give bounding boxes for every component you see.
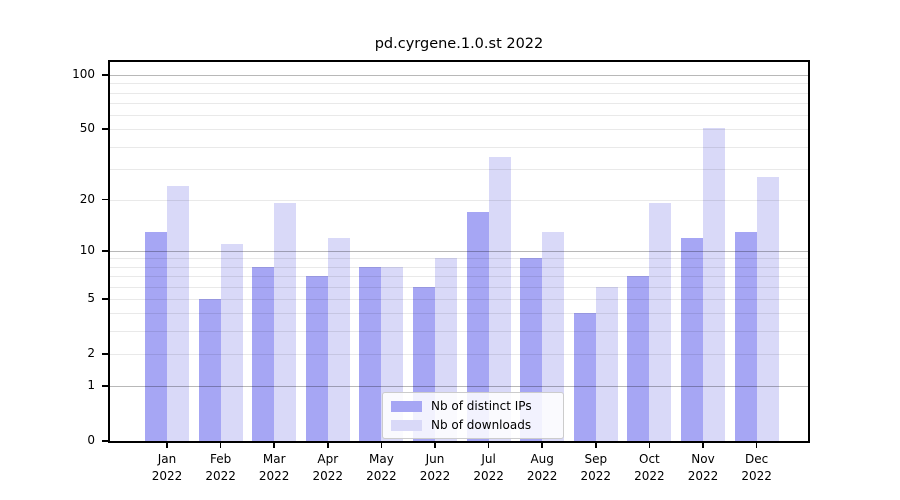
x-tick-mark bbox=[166, 443, 168, 448]
legend-swatch-downloads-icon bbox=[391, 419, 422, 431]
bar-downloads-feb bbox=[220, 243, 243, 441]
y-tick-mark bbox=[102, 298, 108, 300]
y-tick-label: 1 bbox=[87, 378, 95, 393]
bar-downloads-jan bbox=[167, 185, 189, 441]
y-tick-label: 5 bbox=[87, 290, 95, 305]
bar-downloads-aug bbox=[542, 231, 565, 441]
x-tick-label: Sep 2022 bbox=[580, 452, 612, 483]
bar-downloads-apr bbox=[327, 237, 350, 441]
bar-downloads-jul bbox=[488, 156, 511, 441]
x-tick-mark bbox=[219, 443, 222, 448]
x-tick-label: Oct 2022 bbox=[634, 452, 665, 483]
x-tick-label: May 2022 bbox=[366, 452, 397, 483]
y-tick-mark bbox=[102, 385, 108, 387]
gridline-minor bbox=[110, 92, 808, 94]
bar-downloads-oct bbox=[649, 203, 672, 441]
y-tick-mark bbox=[102, 353, 108, 355]
legend-label-downloads: Nb of downloads bbox=[431, 418, 532, 432]
y-tick-label: 50 bbox=[79, 121, 95, 136]
x-tick-label: Dec 2022 bbox=[741, 452, 772, 483]
y-tick-label: 100 bbox=[72, 67, 95, 81]
x-tick-label: Aug 2022 bbox=[526, 452, 558, 483]
x-tick-mark bbox=[273, 443, 275, 448]
x-tick-mark bbox=[434, 443, 436, 448]
bar-distinct-ips-dec bbox=[734, 231, 757, 441]
x-tick-mark bbox=[380, 443, 383, 448]
x-tick-mark bbox=[327, 443, 329, 448]
legend-item-downloads: Nb of downloads bbox=[391, 418, 551, 432]
legend-label-distinct-ips: Nb of distinct IPs bbox=[431, 399, 532, 413]
x-tick-mark bbox=[702, 443, 704, 448]
y-tick-mark bbox=[102, 250, 108, 252]
x-tick-label: Feb 2022 bbox=[205, 452, 236, 483]
bar-distinct-ips-jul bbox=[466, 211, 489, 441]
bar-distinct-ips-oct bbox=[627, 276, 650, 441]
bar-downloads-dec bbox=[756, 176, 779, 441]
bar-downloads-sep bbox=[595, 286, 618, 441]
x-tick-mark bbox=[541, 443, 543, 448]
x-tick-label: Apr 2022 bbox=[312, 452, 344, 483]
y-axis: 0 1 2 5 10 20 50 100 bbox=[0, 60, 108, 447]
gridline-major bbox=[110, 75, 808, 76]
x-tick-mark bbox=[648, 443, 651, 448]
x-tick-label: Mar 2022 bbox=[258, 452, 290, 483]
x-tick-mark bbox=[487, 443, 490, 448]
y-tick-label: 0 bbox=[87, 433, 95, 447]
bar-distinct-ips-nov bbox=[681, 237, 703, 441]
y-tick-mark bbox=[102, 74, 108, 76]
y-tick-mark bbox=[102, 440, 108, 442]
bar-distinct-ips-feb bbox=[198, 298, 221, 441]
bar-distinct-ips-may bbox=[359, 266, 382, 441]
x-tick-label: Nov 2022 bbox=[687, 452, 719, 483]
chart-title: pd.cyrgene.1.0.st 2022 bbox=[374, 36, 544, 52]
bar-distinct-ips-mar bbox=[252, 266, 275, 441]
bar-distinct-ips-sep bbox=[573, 313, 596, 441]
legend: Nb of distinct IPs Nb of downloads bbox=[382, 392, 564, 439]
plot-area: Nb of distinct IPs Nb of downloads bbox=[108, 60, 810, 443]
x-tick-mark bbox=[755, 443, 758, 448]
y-tick-mark bbox=[102, 128, 108, 130]
y-tick-label: 2 bbox=[87, 345, 95, 360]
gridline-minor bbox=[110, 83, 808, 85]
legend-swatch-distinct-ips-icon bbox=[391, 400, 422, 412]
legend-item-distinct-ips: Nb of distinct IPs bbox=[391, 399, 551, 413]
bar-downloads-nov bbox=[703, 127, 725, 441]
y-tick-label: 10 bbox=[79, 242, 95, 257]
gridline-minor bbox=[110, 102, 808, 104]
x-tick-label: Jul 2022 bbox=[473, 452, 504, 483]
bar-downloads-mar bbox=[274, 203, 297, 441]
gridline-minor bbox=[110, 114, 808, 116]
bar-distinct-ips-apr bbox=[305, 276, 328, 441]
x-tick-mark bbox=[595, 443, 597, 448]
x-axis: Jan 2022 Feb 2022 Mar 2022 Apr 2022 May 2022… bbox=[108, 443, 810, 498]
y-tick-mark bbox=[102, 198, 108, 201]
y-tick-label: 20 bbox=[79, 191, 95, 206]
x-tick-label: Jun 2022 bbox=[419, 452, 451, 483]
x-tick-label: Jan 2022 bbox=[151, 452, 183, 483]
bar-distinct-ips-jan bbox=[145, 231, 167, 441]
